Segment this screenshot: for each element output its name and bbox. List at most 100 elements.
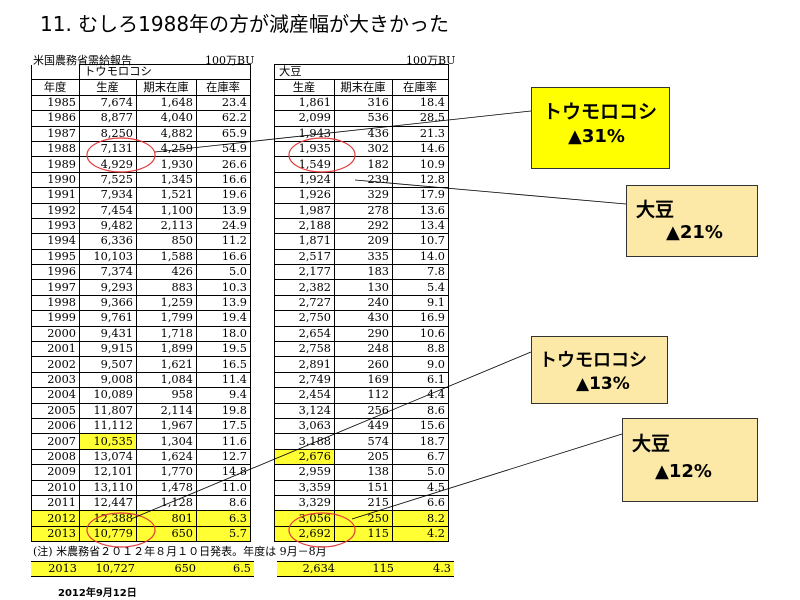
corn-stock-cell: 4,040	[136, 110, 197, 127]
year-cell: 2009	[31, 464, 80, 481]
soy-ratio-cell: 28.5	[392, 110, 449, 127]
soy-stock-cell: 248	[334, 341, 393, 358]
corn-production-cell: 9,431	[79, 325, 137, 343]
soy-production-cell: 1,943	[274, 125, 335, 142]
column-gap	[250, 464, 275, 481]
corn-production-cell: 8,877	[79, 110, 137, 127]
table-row: 1988 7,131 4,259 54.9 1,935 302 14.6	[31, 140, 449, 158]
soy-production-cell: 1,861	[274, 94, 335, 112]
corn-ratio-cell: 19.5	[196, 341, 251, 358]
corn-stock-cell: 426	[136, 264, 197, 281]
soy-production-cell: 1,935	[274, 140, 335, 158]
corn-unit-label: 100万BU	[205, 54, 255, 67]
corn-production-cell: 7,674	[79, 94, 137, 112]
soy-production-cell: 3,056	[274, 510, 335, 527]
corn-stock-cell: 2,114	[136, 402, 197, 419]
soy-stock-cell: 256	[334, 402, 393, 419]
corn-stock-cell: 1,345	[136, 171, 197, 189]
soy-production-cell: 2,382	[274, 279, 335, 296]
soy-production-cell: 1,549	[274, 156, 335, 173]
soy-ratio-cell: 4.4	[392, 387, 449, 404]
soy-stock-cell: 278	[334, 202, 393, 219]
year-cell: 2006	[31, 417, 80, 435]
corn-ratio-cell: 12.7	[196, 448, 251, 466]
table-row: 2008 13,074 1,624 12.7 2,676 205 6.7	[31, 448, 449, 466]
soy-ratio-cell: 8.8	[392, 341, 449, 358]
column-gap	[250, 310, 275, 327]
corn-production-cell: 9,482	[79, 217, 137, 235]
corn-stock-cell: 1,478	[136, 479, 197, 496]
callout-corn-2012-change: ▲13%	[576, 374, 630, 394]
year-header: 年度	[31, 79, 80, 96]
table-row: 2000 9,431 1,718 18.0 2,654 290 10.6	[31, 325, 449, 343]
corn-production-cell: 13,074	[79, 448, 137, 466]
soy-stock-cell: 115	[334, 525, 393, 543]
corn-production-cell: 13,110	[79, 479, 137, 496]
table-row: 1997 9,293 883 10.3 2,382 130 5.4	[31, 279, 449, 296]
source-label: 米国農務省需給報告	[33, 54, 132, 67]
corn-ratio-cell: 5.0	[196, 264, 251, 281]
year-cell: 2005	[31, 402, 80, 419]
callout-corn-2012-crop: トウモロコシ	[539, 350, 647, 371]
soy-ratio-cell: 14.0	[392, 248, 449, 266]
corn-production-cell: 10,103	[79, 248, 137, 266]
table-row: 2012 12,388 801 6.3 3,056 250 8.2	[31, 510, 449, 527]
table-row: 1992 7,454 1,100 13.9 1,987 278 13.6	[31, 202, 449, 219]
column-gap	[250, 110, 275, 127]
callout-corn-2012: トウモロコシ ▲13%	[531, 336, 668, 404]
callout-soy-2012-change: ▲12%	[655, 461, 712, 482]
soy-production-header: 生産	[274, 79, 335, 96]
footnote: (注) 米農務省２０１２年８月１０日発表。年度は 9月－8月	[33, 545, 327, 558]
corn-ratio-cell: 23.4	[196, 94, 251, 112]
corn-ratio-cell: 8.6	[196, 494, 251, 512]
soy-stock-cell: 215	[334, 494, 393, 512]
corn-production-cell: 7,525	[79, 171, 137, 189]
year-cell: 1992	[31, 202, 80, 219]
corn-stock-cell: 958	[136, 387, 197, 404]
year-cell: 2004	[31, 387, 80, 404]
corn-stock-cell: 1,128	[136, 494, 197, 512]
soy-stock-cell: 112	[334, 387, 393, 404]
year-cell: 1998	[31, 294, 80, 312]
table-row: 2003 9,008 1,084 11.4 2,749 169 6.1	[31, 371, 449, 389]
soy-production-cell: 2,676	[274, 448, 335, 466]
soy-ratio-cell: 16.9	[392, 310, 449, 327]
corn-stock-cell: 1,259	[136, 294, 197, 312]
table-row: 2010 13,110 1,478 11.0 3,359 151 4.5	[31, 479, 449, 496]
corn-production-cell: 12,388	[79, 510, 137, 527]
soy-ratio-cell: 17.9	[392, 187, 449, 204]
column-gap	[250, 480, 275, 496]
corn-ratio-cell: 26.6	[196, 156, 251, 173]
column-gap	[250, 141, 275, 157]
table-row: 2005 11,807 2,114 19.8 3,124 256 8.6	[31, 402, 449, 419]
soy-stock-cell: 138	[334, 464, 393, 481]
corn-stock-cell: 650	[136, 525, 197, 543]
table-row: 2009 12,101 1,770 14.8 2,959 138 5.0	[31, 464, 449, 481]
column-header-row: 年度 生産 期末在庫 在庫率 生産 期末在庫 在庫率	[31, 79, 449, 96]
extra-year: 2013	[31, 561, 80, 577]
soy-stock-cell: 250	[334, 510, 393, 527]
corn-production-cell: 10,535	[79, 433, 137, 450]
soy-stock-cell: 240	[334, 294, 393, 312]
callout-corn-1988-change: ▲31%	[568, 126, 625, 147]
soy-stock-cell: 169	[334, 371, 393, 389]
column-gap	[250, 249, 275, 265]
column-gap	[250, 95, 275, 111]
soy-production-cell: 2,727	[274, 294, 335, 312]
callout-soy-2012: 大豆 ▲12%	[622, 418, 758, 502]
table-row: 2001 9,915 1,899 19.5 2,758 248 8.8	[31, 341, 449, 358]
soy-ratio-cell: 14.6	[392, 140, 449, 158]
soy-production-cell: 3,329	[274, 494, 335, 512]
corn-stock-cell: 1,899	[136, 341, 197, 358]
corn-ratio-cell: 19.6	[196, 187, 251, 204]
corn-production-cell: 9,008	[79, 371, 137, 389]
corn-stock-cell: 1,967	[136, 417, 197, 435]
corn-production-header: 生産	[79, 79, 137, 96]
column-gap	[250, 156, 275, 173]
corn-stock-cell: 1,930	[136, 156, 197, 173]
corn-ratio-cell: 65.9	[196, 125, 251, 142]
revised-2013-row: 2013 10,727 650 6.5 2,634 115 4.3	[31, 561, 454, 577]
soy-production-cell: 3,188	[274, 433, 335, 450]
corn-stock-cell: 1,770	[136, 464, 197, 481]
corn-ratio-cell: 9.4	[196, 387, 251, 404]
